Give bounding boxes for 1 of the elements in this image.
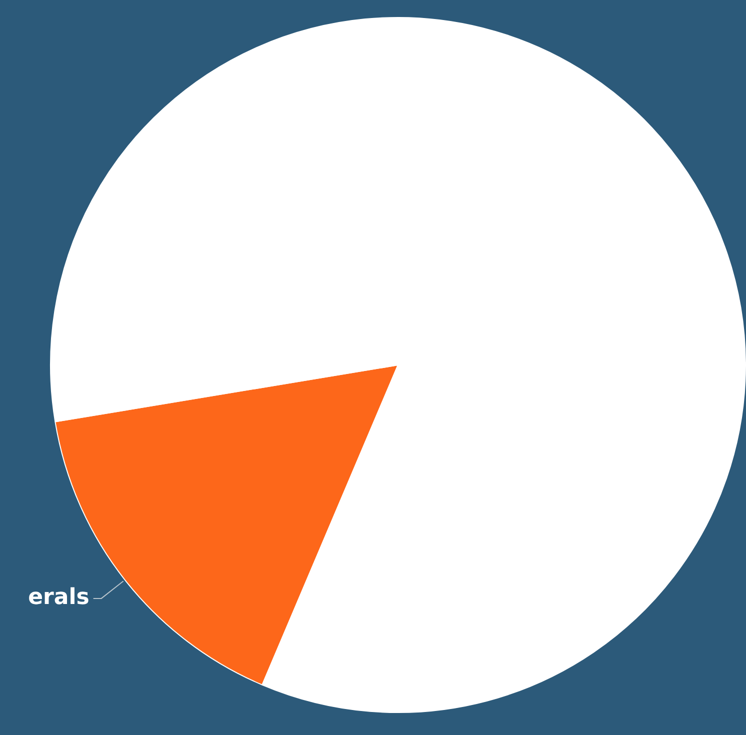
slice-label: erals	[28, 585, 90, 610]
